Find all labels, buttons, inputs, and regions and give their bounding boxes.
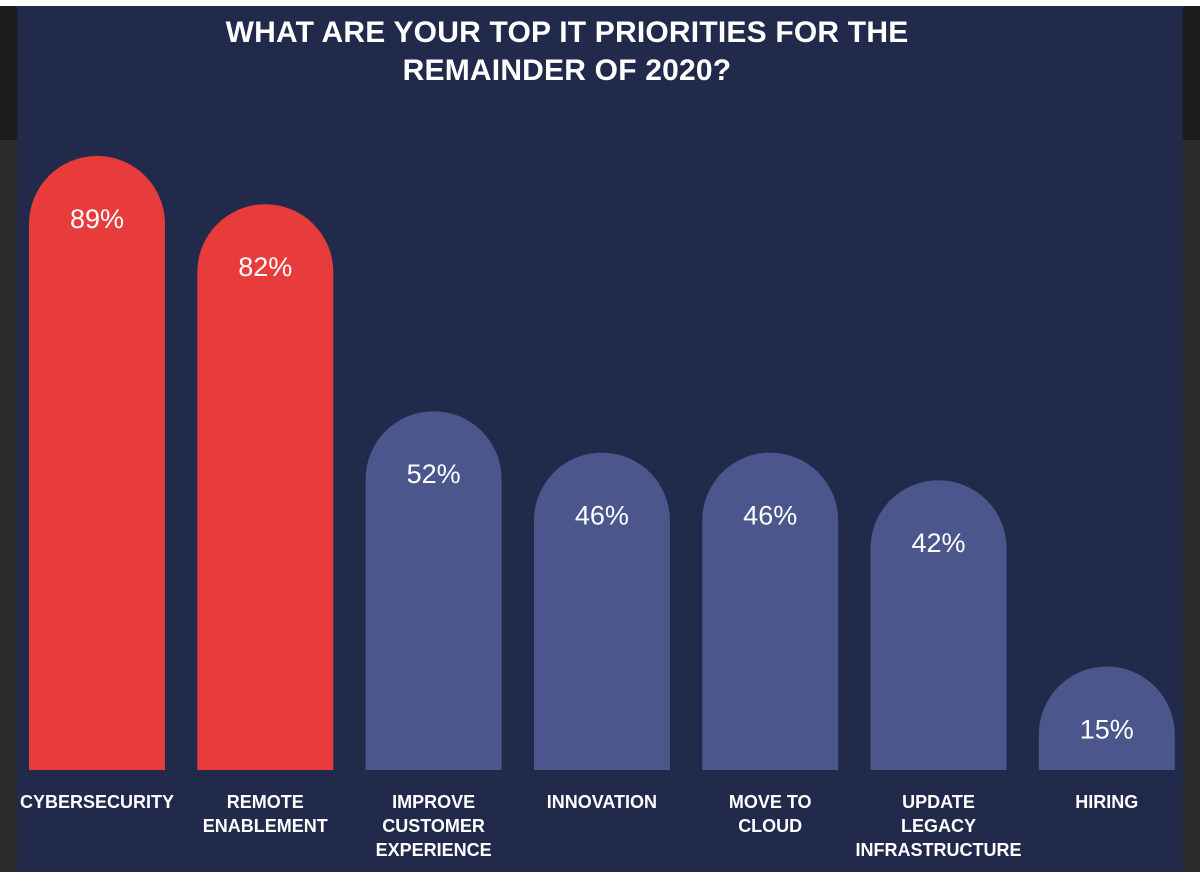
chart-title-line-1: WHAT ARE YOUR TOP IT PRIORITIES FOR THE (225, 16, 909, 49)
bar-group-5: 42% UPDATE LEGACY INFRASTRUCTURE (856, 480, 1022, 860)
bar-value-label: 52% (407, 459, 461, 489)
bar-value-label: 89% (70, 204, 124, 234)
bar-group-4: 46% MOVE TO CLOUD (702, 452, 839, 836)
bar-chart: 89% CYBERSECURITY 82% REMOTE ENABLEMENT 52% IM… (20, 155, 1175, 860)
bar (870, 480, 1007, 770)
category-label: HIRING (1075, 792, 1138, 812)
bar-group-2: 52% IMPROVE CUSTOMER EXPERIENCE (365, 411, 502, 860)
bar-value-label: 46% (743, 501, 797, 531)
bar-value-label: 15% (1080, 715, 1134, 745)
bar-value-label: 46% (575, 501, 629, 531)
chart-title: WHAT ARE YOUR TOP IT PRIORITIES FOR THE … (17, 14, 1117, 90)
chart-title-line-2: REMAINDER OF 2020? (402, 54, 732, 87)
category-label: IMPROVE (392, 792, 475, 812)
bar (533, 452, 670, 770)
category-label: INNOVATION (547, 792, 657, 812)
category-label: LEGACY (901, 816, 976, 836)
bar (1038, 666, 1175, 770)
bar-value-label: 42% (911, 528, 965, 558)
category-label: REMOTE (227, 792, 304, 812)
category-label: EXPERIENCE (376, 840, 492, 860)
category-label: CLOUD (738, 816, 802, 836)
category-label: MOVE TO (729, 792, 812, 812)
infographic-card: WHAT ARE YOUR TOP IT PRIORITIES FOR THE … (17, 6, 1183, 872)
bar-value-label: 82% (238, 252, 292, 282)
category-label: UPDATE (902, 792, 975, 812)
top-white-strip (0, 0, 1200, 6)
category-label: INFRASTRUCTURE (856, 840, 1022, 860)
bar-group-3: 46% INNOVATION (533, 452, 670, 812)
category-label: CUSTOMER (382, 816, 485, 836)
category-label: ENABLEMENT (203, 816, 328, 836)
bar (29, 155, 165, 771)
bar (197, 204, 334, 770)
bar-group-1: 82% REMOTE ENABLEMENT (197, 204, 334, 836)
bar (365, 411, 502, 770)
bar-group-0: 89% CYBERSECURITY (20, 155, 174, 812)
category-label: CYBERSECURITY (20, 792, 174, 812)
bar (702, 452, 839, 770)
bar-group-6: 15% HIRING (1038, 666, 1175, 812)
